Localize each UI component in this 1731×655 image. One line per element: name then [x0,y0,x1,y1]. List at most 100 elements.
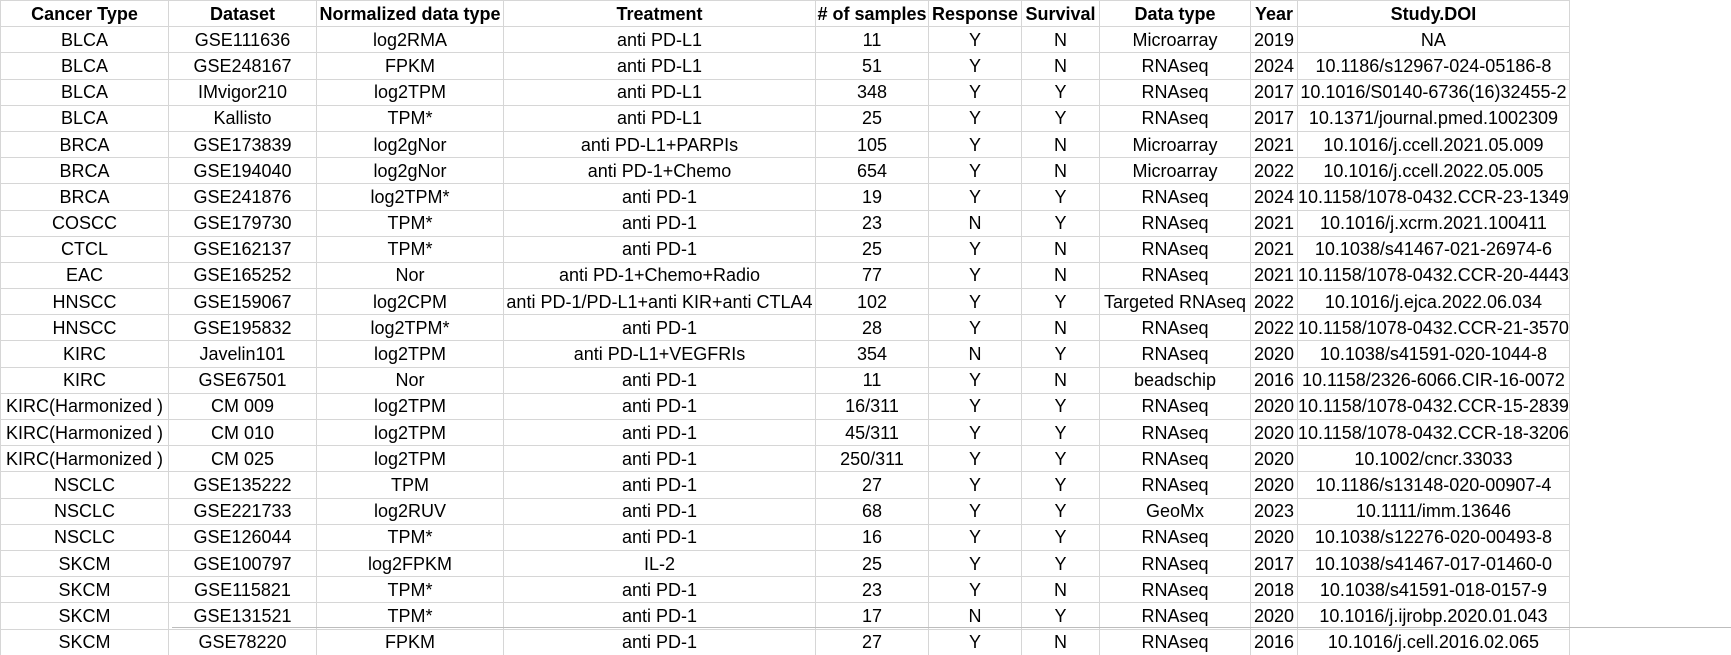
cell-year[interactable]: 2018 [1250,576,1298,604]
column-header-treatment[interactable]: Treatment [503,0,816,28]
cell-sample-count[interactable]: 23 [815,209,929,237]
cell-data-type[interactable]: RNAseq [1099,340,1251,368]
cell-sample-count[interactable]: 11 [815,366,929,394]
cell-cancer-type[interactable]: BLCA [0,104,169,132]
cell-sample-count[interactable]: 27 [815,628,929,655]
cell-dataset[interactable]: CM 025 [168,445,317,473]
cell-survival[interactable]: N [1021,157,1100,185]
cell-survival[interactable]: N [1021,314,1100,342]
cell-normalized-data-type[interactable]: TPM* [316,209,504,237]
cell-survival[interactable]: Y [1021,392,1100,421]
cell-response[interactable]: Y [928,78,1022,106]
cell-cancer-type[interactable]: KIRC [0,340,169,368]
cell-response[interactable]: Y [928,549,1022,578]
cell-survival[interactable]: N [1021,235,1100,263]
cell-cancer-type[interactable]: HNSCC [0,314,169,342]
cell-treatment[interactable]: anti PD-L1 [503,52,816,80]
cell-data-type[interactable]: RNAseq [1099,576,1251,604]
cell-sample-count[interactable]: 28 [815,314,929,342]
cell-treatment[interactable]: anti PD-L1 [503,26,816,54]
column-header-sample-count[interactable]: # of samples [815,0,929,28]
cell-treatment[interactable]: anti PD-1/PD-L1+anti KIR+anti CTLA4 [503,288,816,316]
cell-sample-count[interactable]: 348 [815,78,929,106]
cell-survival[interactable]: Y [1021,183,1100,211]
cell-cancer-type[interactable]: BRCA [0,183,169,211]
cell-dataset[interactable]: GSE111636 [168,26,317,54]
cell-sample-count[interactable]: 102 [815,288,929,316]
cell-response[interactable]: N [928,340,1022,368]
cell-study-doi[interactable]: 10.1016/j.ccell.2021.05.009 [1297,130,1570,159]
cell-normalized-data-type[interactable]: TPM* [316,576,504,604]
cell-dataset[interactable]: GSE173839 [168,130,317,159]
cell-year[interactable]: 2020 [1250,392,1298,421]
cell-year[interactable]: 2020 [1250,471,1298,499]
cell-dataset[interactable]: IMvigor210 [168,78,317,106]
cell-treatment[interactable]: anti PD-1 [503,576,816,604]
cell-treatment[interactable]: anti PD-1 [503,314,816,342]
cell-year[interactable]: 2022 [1250,288,1298,316]
cell-year[interactable]: 2020 [1250,418,1298,447]
cell-normalized-data-type[interactable]: FPKM [316,628,504,655]
cell-cancer-type[interactable]: KIRC [0,366,169,394]
cell-response[interactable]: Y [928,183,1022,211]
cell-study-doi[interactable]: 10.1111/imm.13646 [1297,497,1570,525]
cell-study-doi[interactable]: 10.1016/j.xcrm.2021.100411 [1297,209,1570,237]
cell-response[interactable]: Y [928,104,1022,132]
cell-dataset[interactable]: GSE131521 [168,602,317,630]
cell-year[interactable]: 2021 [1250,235,1298,263]
cell-study-doi[interactable]: 10.1016/j.cell.2016.02.065 [1297,628,1570,655]
cell-treatment[interactable]: anti PD-1 [503,183,816,211]
cell-sample-count[interactable]: 27 [815,471,929,499]
column-header-data-type[interactable]: Data type [1099,0,1251,28]
cell-year[interactable]: 2020 [1250,445,1298,473]
cell-response[interactable]: N [928,209,1022,237]
cell-dataset[interactable]: GSE194040 [168,157,317,185]
cell-sample-count[interactable]: 654 [815,157,929,185]
cell-data-type[interactable]: RNAseq [1099,602,1251,630]
cell-cancer-type[interactable]: NSCLC [0,497,169,525]
column-header-year[interactable]: Year [1250,0,1298,28]
cell-cancer-type[interactable]: BLCA [0,26,169,54]
cell-dataset[interactable]: CM 010 [168,418,317,447]
cell-dataset[interactable]: GSE221733 [168,497,317,525]
cell-response[interactable]: Y [928,471,1022,499]
cell-data-type[interactable]: RNAseq [1099,418,1251,447]
cell-survival[interactable]: Y [1021,418,1100,447]
cell-dataset[interactable]: GSE179730 [168,209,317,237]
cell-dataset[interactable]: GSE115821 [168,576,317,604]
cell-study-doi[interactable]: 10.1016/j.ejca.2022.06.034 [1297,288,1570,316]
column-header-dataset[interactable]: Dataset [168,0,317,28]
cell-normalized-data-type[interactable]: log2TPM [316,418,504,447]
column-header-normalized-data-type[interactable]: Normalized data type [316,0,504,28]
cell-cancer-type[interactable]: NSCLC [0,471,169,499]
cell-response[interactable]: Y [928,445,1022,473]
column-header-survival[interactable]: Survival [1021,0,1100,28]
column-header-response[interactable]: Response [928,0,1022,28]
cell-study-doi[interactable]: 10.1158/1078-0432.CCR-23-1349 [1297,183,1570,211]
cell-treatment[interactable]: anti PD-1 [503,366,816,394]
cell-data-type[interactable]: RNAseq [1099,104,1251,132]
cell-study-doi[interactable]: 10.1158/1078-0432.CCR-18-3206 [1297,418,1570,447]
cell-normalized-data-type[interactable]: log2RMA [316,26,504,54]
cell-survival[interactable]: N [1021,628,1100,655]
cell-data-type[interactable]: beadschip [1099,366,1251,394]
cell-survival[interactable]: Y [1021,209,1100,237]
cell-survival[interactable]: N [1021,130,1100,159]
cell-treatment[interactable]: anti PD-L1+PARPIs [503,130,816,159]
cell-survival[interactable]: N [1021,52,1100,80]
cell-normalized-data-type[interactable]: log2TPM [316,392,504,421]
cell-cancer-type[interactable]: KIRC(Harmonized ) [0,418,169,447]
cell-dataset[interactable]: GSE162137 [168,235,317,263]
cell-survival[interactable]: Y [1021,445,1100,473]
cell-treatment[interactable]: anti PD-1 [503,392,816,421]
cell-treatment[interactable]: IL-2 [503,549,816,578]
cell-year[interactable]: 2022 [1250,314,1298,342]
cell-data-type[interactable]: RNAseq [1099,235,1251,263]
cell-survival[interactable]: Y [1021,471,1100,499]
cell-year[interactable]: 2019 [1250,26,1298,54]
cell-study-doi[interactable]: 10.1016/S0140-6736(16)32455-2 [1297,78,1570,106]
cell-study-doi[interactable]: 10.1038/s41591-020-1044-8 [1297,340,1570,368]
cell-study-doi[interactable]: 10.1371/journal.pmed.1002309 [1297,104,1570,132]
cell-cancer-type[interactable]: EAC [0,261,169,290]
cell-dataset[interactable]: Javelin101 [168,340,317,368]
